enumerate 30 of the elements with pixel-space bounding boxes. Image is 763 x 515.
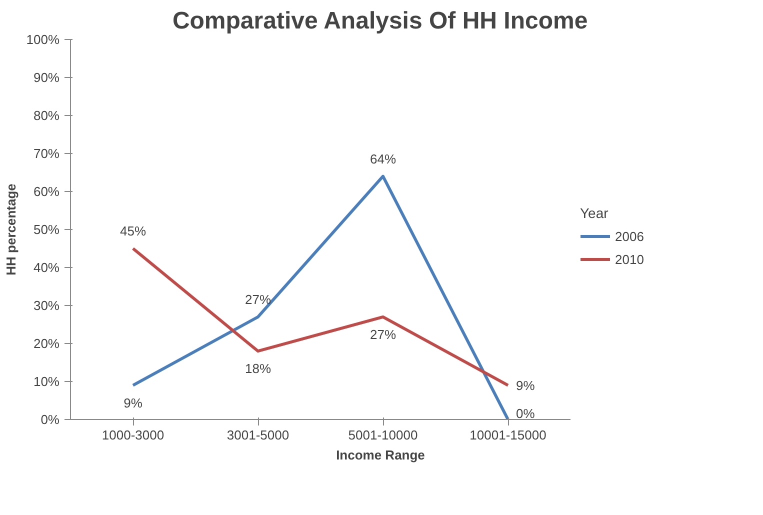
legend-label: 2006 <box>615 228 645 244</box>
data-label: 18% <box>244 361 272 376</box>
y-tick-label: 40% <box>33 260 60 275</box>
y-tick-label: 90% <box>33 70 60 85</box>
chart-title: Comparative Analysis Of HH Income <box>172 8 588 34</box>
legend-label: 2010 <box>615 252 645 266</box>
x-tick-label: 1000-3000 <box>102 428 164 442</box>
data-label: 0% <box>516 406 536 421</box>
y-tick-label: 60% <box>33 184 60 199</box>
y-axis-title: HH percentage <box>3 184 18 276</box>
data-label: 27% <box>370 326 396 342</box>
x-axis-title: Income Range <box>336 448 425 462</box>
y-tick-label: 70% <box>33 146 60 161</box>
legend-title: Year <box>580 205 610 221</box>
data-label: 27% <box>244 292 272 307</box>
data-label: 9% <box>516 378 536 393</box>
data-label: 9% <box>124 395 143 410</box>
x-tick-label: 5001-10000 <box>348 428 418 442</box>
y-tick-label: 30% <box>33 298 60 313</box>
y-tick-label: 0% <box>40 412 60 427</box>
data-label: 45% <box>120 224 146 238</box>
y-tick-label: 100% <box>26 32 60 47</box>
x-tick-label: 3001-5000 <box>226 428 290 442</box>
y-tick-label: 20% <box>33 336 60 351</box>
line-series <box>132 247 510 387</box>
y-tick-label: 10% <box>33 374 60 389</box>
y-tick-label: 80% <box>33 108 60 123</box>
data-label: 64% <box>370 151 396 166</box>
y-tick-label: 50% <box>33 222 60 237</box>
x-tick-label: 10001-15000 <box>470 428 546 442</box>
